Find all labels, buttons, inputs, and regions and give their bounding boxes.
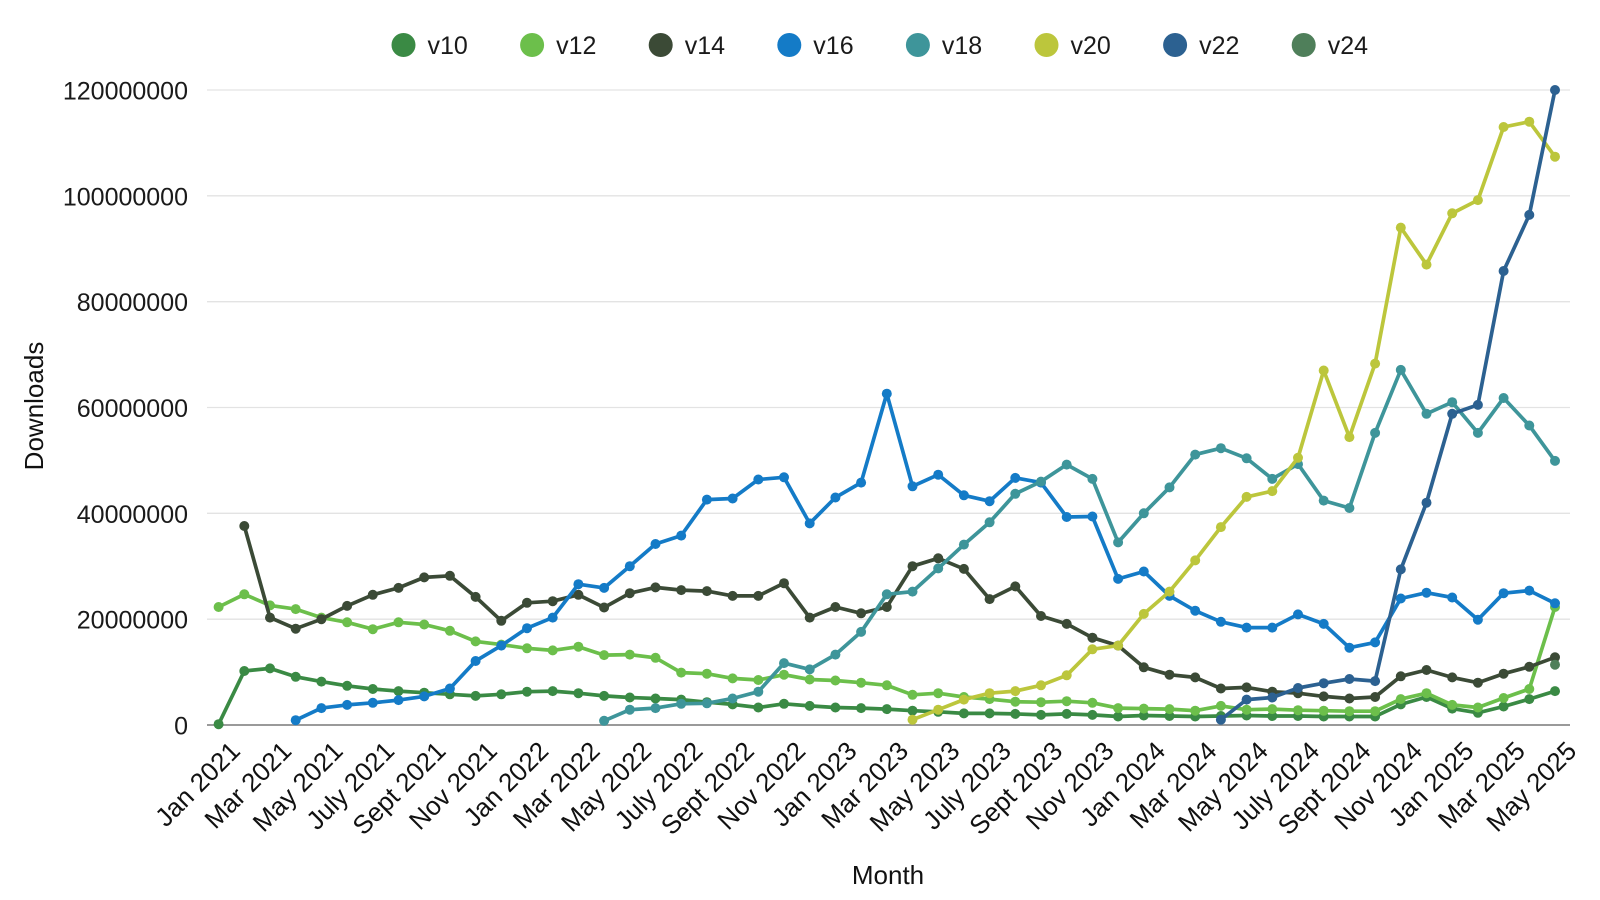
svg-text:120000000: 120000000: [63, 78, 188, 106]
svg-text:v24: v24: [1328, 32, 1368, 60]
svg-text:v16: v16: [813, 32, 853, 60]
svg-text:0: 0: [174, 713, 188, 741]
svg-text:40000000: 40000000: [77, 501, 188, 529]
svg-text:v22: v22: [1199, 32, 1239, 60]
svg-text:60000000: 60000000: [77, 395, 188, 423]
svg-text:Month: Month: [852, 860, 924, 890]
svg-text:20000000: 20000000: [77, 607, 188, 635]
svg-text:100000000: 100000000: [63, 183, 188, 211]
svg-text:v18: v18: [942, 32, 982, 60]
svg-text:v14: v14: [685, 32, 725, 60]
svg-text:v10: v10: [428, 32, 468, 60]
svg-text:v20: v20: [1071, 32, 1111, 60]
svg-text:Downloads: Downloads: [19, 342, 49, 471]
svg-text:80000000: 80000000: [77, 289, 188, 317]
svg-text:v12: v12: [556, 32, 596, 60]
